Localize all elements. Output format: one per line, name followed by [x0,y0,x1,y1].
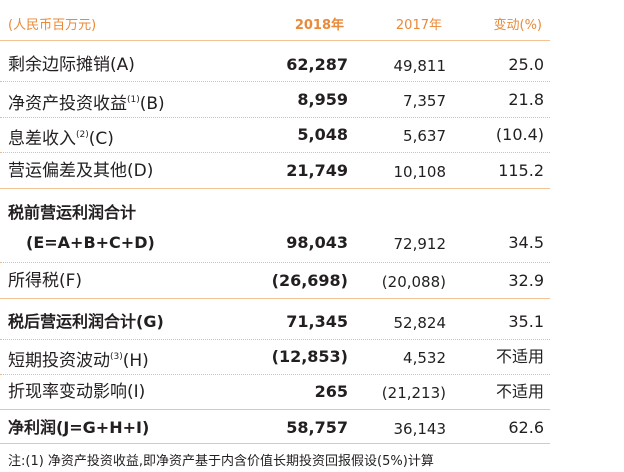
value-2017: (20,088) [381,273,446,291]
row-label: (E=A+B+C+D) [26,233,155,252]
value-change: 115.2 [498,161,544,180]
value-2018: 21,749 [286,161,348,180]
header-2018: 2018年 [294,18,344,33]
row-divider [0,374,550,375]
value-change: 21.8 [508,90,544,109]
value-2018: 98,043 [286,233,348,252]
row-label: 净利润(J=G+H+I) [8,418,150,437]
table-bottom-rule [0,443,550,444]
value-change: 35.1 [508,312,544,331]
header-change: 变动(%) [493,18,543,33]
value-2017: 7,357 [403,92,446,110]
value-2018: 265 [314,382,348,401]
value-change: 34.5 [508,233,544,252]
value-2018: (12,853) [271,347,348,366]
row-divider [0,81,550,82]
value-2018: 62,287 [286,55,348,74]
value-2018: 71,345 [286,312,348,331]
value-2018: (26,698) [271,271,348,290]
value-2018: 5,048 [297,125,348,144]
value-2018: 8,959 [297,90,348,109]
row-label: 息差收入(2)(C) [8,129,114,149]
value-change: 62.6 [508,418,544,437]
row-label: 折现率变动影响(I) [8,382,146,402]
row-label: 剩余边际摊销(A) [8,55,135,75]
value-2017: 49,811 [393,57,447,75]
row-label: 营运偏差及其他(D) [8,161,154,181]
value-change: (10.4) [495,125,544,144]
row-label: 短期投资波动(3)(H) [8,351,149,371]
footnote: 注:(1) 净资产投资收益,即净资产基于内含价值长期投资回报假设(5%)计算 [8,454,434,469]
row-divider [0,339,550,340]
value-2018: 58,757 [286,418,348,437]
row-divider [0,152,550,153]
row-divider [0,262,550,263]
section-heading: 税前营运利润合计 [8,203,137,222]
section-rule [0,409,550,410]
section-rule [0,188,550,189]
row-label: 税后营运利润合计(G) [8,312,164,331]
unit-header: (人民币百万元) [8,18,97,33]
value-2017: 52,824 [393,314,447,332]
row-label: 所得税(F) [8,271,83,291]
header-rule [0,40,550,41]
row-divider [0,117,550,118]
value-change: 25.0 [508,55,544,74]
value-2017: 36,143 [393,420,447,438]
value-change: 不适用 [495,347,544,366]
section-rule [0,298,550,299]
value-2017: 10,108 [393,163,447,181]
row-label: 净资产投资收益(1)(B) [8,94,165,114]
value-2017: 72,912 [393,235,447,253]
value-change: 不适用 [495,382,544,401]
header-2017: 2017年 [395,18,442,33]
value-change: 32.9 [508,271,544,290]
value-2017: 4,532 [403,349,446,367]
value-2017: 5,637 [403,127,446,145]
value-2017: (21,213) [381,384,446,402]
